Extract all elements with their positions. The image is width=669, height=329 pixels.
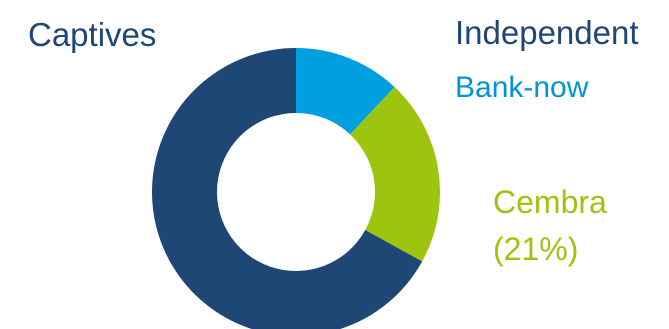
cembra-percent-label: (21%): [493, 231, 579, 267]
slice-bank-now: [296, 48, 395, 135]
cembra-label: Cembra: [493, 184, 607, 220]
independent-label: Independent: [455, 14, 639, 51]
captives-label: Captives: [28, 16, 157, 53]
slice-captives: [152, 48, 423, 329]
slice-cembra: [350, 87, 440, 262]
bank-now-label: Bank-now: [455, 71, 589, 104]
